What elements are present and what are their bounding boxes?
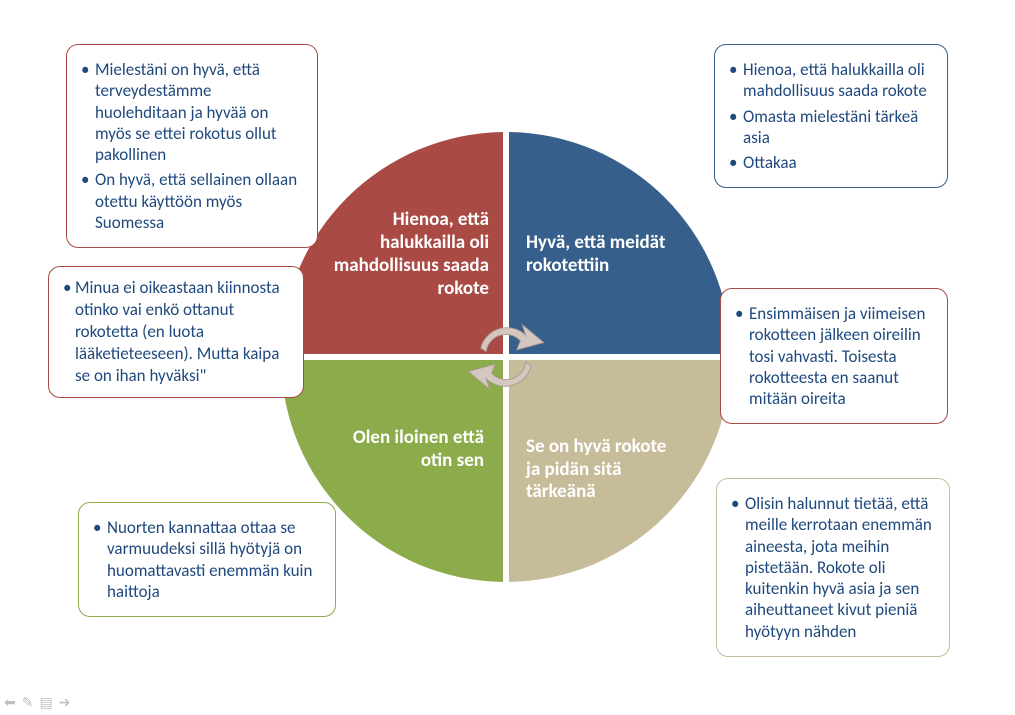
panel-bottom-left: Nuorten kannattaa ottaa se varmuudeksi s… bbox=[78, 502, 336, 617]
panel-tr-bullet-2: Omasta mielestäni tärkeä asia bbox=[729, 106, 933, 149]
panel-tr-bullet-3: Ottakaa bbox=[729, 152, 933, 173]
diagram-canvas: Hyvä, että meidät rokotettiin Se on hyvä… bbox=[0, 0, 1015, 715]
panel-top-left: Mielestäni on hyvä, että terveydestämme … bbox=[66, 44, 318, 248]
arrow-left-icon[interactable]: ⬅ bbox=[4, 694, 16, 711]
pen-icon[interactable]: ✎ bbox=[22, 694, 34, 711]
panel-mid-left: • Minua ei oikeastaan kiinnosta otinko v… bbox=[48, 266, 304, 398]
panel-mid-right: Ensimmäisen ja viimeisen rokotteen jälke… bbox=[720, 288, 948, 424]
panel-bottom-right: Olisin halunnut tietää, että meille kerr… bbox=[716, 478, 950, 657]
arrow-right-icon[interactable]: ➔ bbox=[59, 694, 71, 711]
menu-icon[interactable]: ▤ bbox=[39, 694, 52, 711]
panel-mr-bullet-1: Ensimmäisen ja viimeisen rokotteen jälke… bbox=[735, 303, 933, 409]
panel-tl-bullet-2: On hyvä, että sellainen ollaan otettu kä… bbox=[81, 169, 303, 233]
panel-ml-text: Minua ei oikeastaan kiinnosta otinko vai… bbox=[75, 277, 280, 386]
panel-br-bullet-1: Olisin halunnut tietää, että meille kerr… bbox=[731, 493, 935, 642]
panel-bl-bullet-1: Nuorten kannattaa ottaa se varmuudeksi s… bbox=[93, 517, 321, 602]
footer-nav: ⬅ ✎ ▤ ➔ bbox=[4, 694, 70, 711]
quadrant-tr bbox=[509, 132, 731, 354]
panel-top-right: Hienoa, että halukkailla oli mahdollisuu… bbox=[714, 44, 948, 188]
panel-tl-bullet-1: Mielestäni on hyvä, että terveydestämme … bbox=[81, 59, 303, 165]
quadrant-br bbox=[509, 360, 731, 582]
panel-tr-bullet-1: Hienoa, että halukkailla oli mahdollisuu… bbox=[729, 59, 933, 102]
